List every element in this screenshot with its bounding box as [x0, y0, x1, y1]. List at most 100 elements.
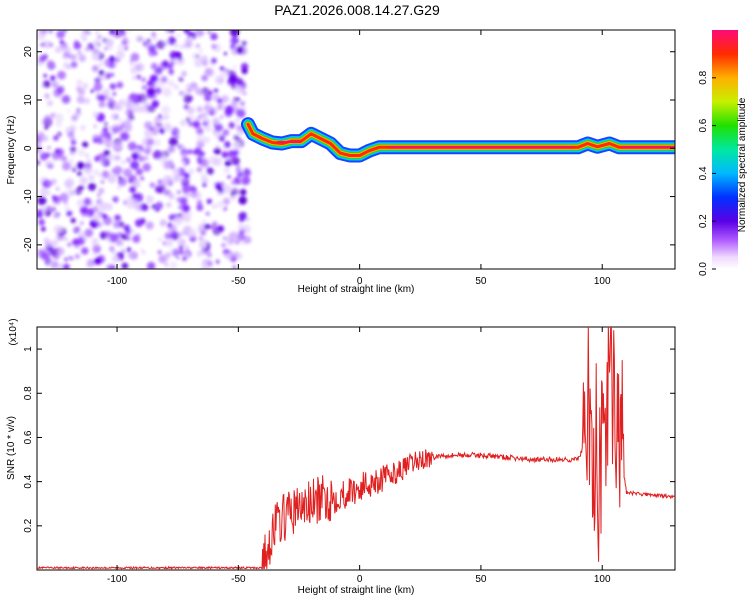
noise-blob	[208, 90, 213, 96]
noise-blob	[237, 78, 244, 85]
noise-blob	[204, 94, 212, 102]
noise-blob	[231, 87, 235, 91]
noise-blob	[146, 87, 156, 97]
noise-blob	[116, 81, 124, 89]
noise-blob	[101, 213, 108, 219]
noise-blob	[158, 114, 162, 118]
noise-blob	[48, 30, 53, 34]
noise-blob	[167, 36, 177, 46]
noise-blob	[146, 261, 156, 269]
y-tick-label: 0.6	[23, 430, 34, 444]
noise-blob	[173, 216, 183, 226]
noise-blob	[55, 120, 63, 128]
snr-frame	[36, 326, 676, 571]
noise-blob	[163, 114, 170, 121]
noise-blob	[82, 37, 87, 42]
noise-blob	[56, 85, 65, 94]
x-tick-label: -50	[231, 276, 246, 287]
noise-blob	[76, 95, 85, 104]
noise-blob	[217, 131, 222, 136]
noise-blob	[221, 243, 226, 248]
noise-blob	[184, 252, 190, 258]
noise-blob	[177, 144, 183, 149]
noise-blob	[87, 31, 91, 35]
noise-blob	[47, 146, 51, 150]
noise-blob	[154, 87, 162, 95]
noise-blob	[99, 60, 105, 66]
noise-blob	[192, 120, 201, 129]
noise-blob	[135, 62, 145, 72]
noise-blob	[142, 41, 147, 46]
noise-blob	[174, 43, 179, 48]
noise-blob	[167, 79, 175, 87]
noise-blob	[212, 117, 220, 125]
noise-blob	[61, 155, 67, 162]
noise-blob	[156, 40, 166, 50]
noise-blob	[66, 210, 73, 217]
noise-blob	[206, 252, 213, 258]
noise-blob	[71, 114, 78, 122]
noise-blob	[123, 119, 132, 128]
noise-blob	[58, 45, 66, 53]
noise-blob	[182, 256, 187, 262]
noise-blob	[179, 197, 188, 206]
noise-blob	[141, 77, 146, 83]
noise-blob	[93, 214, 101, 222]
snr-series	[37, 327, 675, 570]
noise-blob	[39, 30, 48, 35]
noise-blob	[206, 198, 213, 205]
noise-blob	[44, 239, 52, 248]
noise-blob	[107, 174, 117, 184]
noise-blob	[44, 114, 53, 124]
noise-blob	[92, 111, 99, 118]
noise-blob	[72, 167, 77, 172]
noise-blob	[240, 101, 245, 107]
noise-blob	[124, 46, 129, 51]
noise-blob	[39, 187, 49, 197]
noise-blob	[110, 115, 114, 119]
noise-blob	[75, 110, 82, 117]
noise-blob	[105, 72, 112, 79]
noise-blob	[184, 40, 193, 49]
noise-blob	[41, 252, 50, 261]
noise-blob	[171, 248, 180, 257]
noise-blob	[102, 126, 109, 133]
x-tick-label: -50	[231, 574, 246, 585]
noise-blob	[201, 219, 207, 224]
noise-blob	[92, 244, 102, 254]
noise-blob	[131, 152, 140, 161]
noise-blob	[185, 83, 193, 91]
noise-blob	[71, 61, 78, 69]
noise-blob	[116, 50, 125, 60]
noise-blob	[187, 106, 195, 114]
noise-blob	[42, 80, 51, 88]
noise-blob	[236, 237, 241, 243]
noise-blob	[41, 206, 49, 214]
noise-blob	[82, 82, 89, 90]
noise-blob	[110, 142, 115, 147]
noise-blob	[113, 221, 121, 229]
colorbar-tick-label: 0.8	[698, 70, 709, 84]
snr-line	[37, 327, 675, 570]
noise-blob	[117, 43, 125, 52]
noise-blob	[236, 46, 244, 54]
noise-blob	[145, 195, 154, 204]
noise-blob	[217, 225, 225, 233]
noise-blob	[181, 71, 187, 77]
noise-blob	[217, 101, 226, 110]
noise-blob	[231, 36, 239, 44]
noise-blob	[200, 114, 207, 122]
top-y-ticks: 20 10 0 -10 -20	[23, 46, 675, 252]
noise-blob	[181, 204, 190, 213]
noise-blob	[228, 74, 239, 84]
snr-panel: -100 -50 0 50 100 0.2 0.4 0.6 0.8 1 Height of st…	[6, 318, 676, 596]
noise-blob	[53, 265, 58, 269]
noise-blob	[66, 109, 70, 113]
noise-blob	[168, 214, 176, 221]
noise-blob	[161, 84, 166, 88]
noise-blob	[74, 253, 81, 260]
noise-blob	[84, 228, 94, 238]
noise-blob	[203, 136, 211, 144]
y-tick-label: -10	[23, 189, 34, 204]
noise-blob	[196, 106, 203, 113]
